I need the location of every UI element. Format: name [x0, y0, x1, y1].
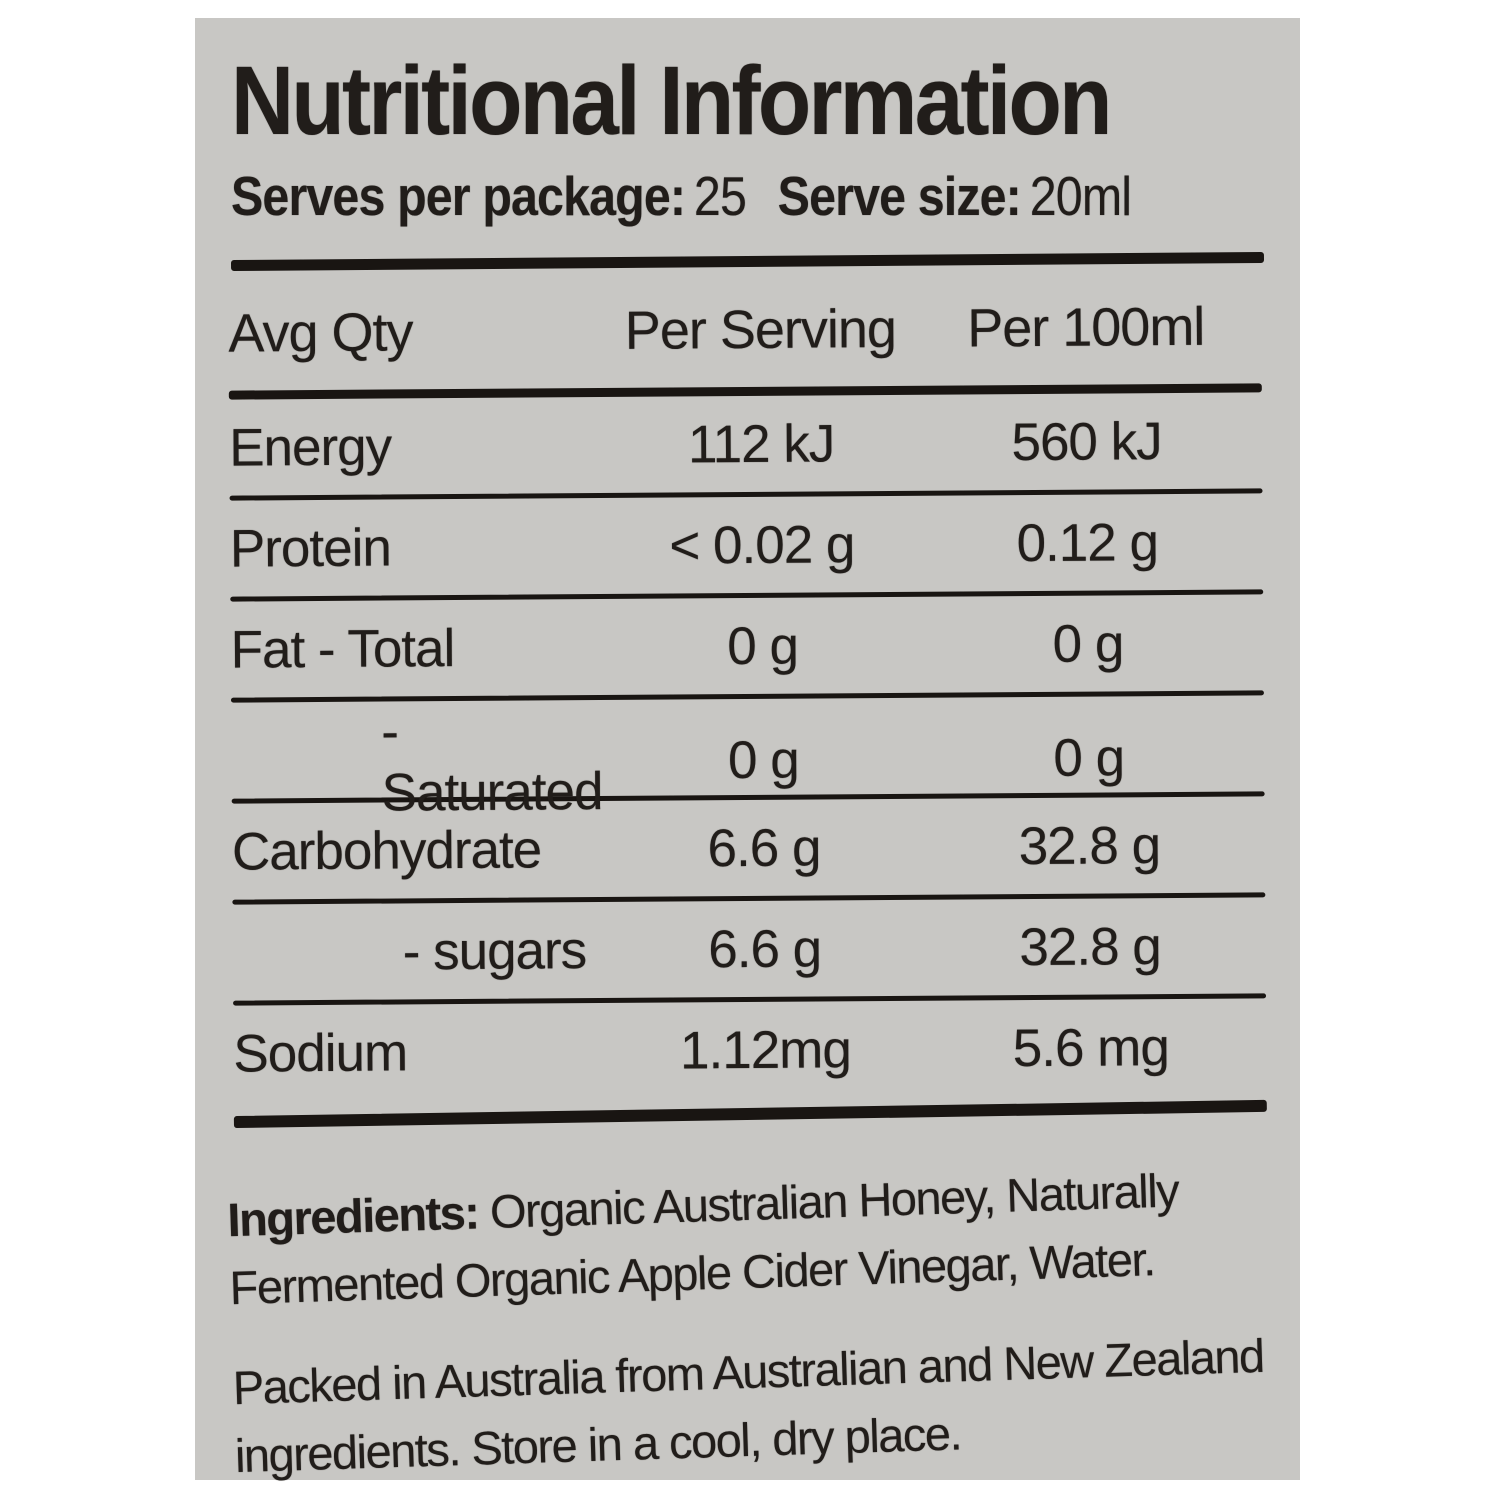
- table-header-row: Avg Qty Per Serving Per 100ml: [228, 284, 1262, 377]
- serves-per-package-label: Serves per package:: [231, 164, 686, 227]
- per-serving-value: 0 g: [727, 616, 799, 676]
- storage-paragraph: Packed in Australia from Australian and …: [231, 1329, 1265, 1483]
- per-100ml-value: 0 g: [1053, 728, 1125, 788]
- nutrient-name: Sodium: [233, 1023, 408, 1084]
- per-serving-value: 0 g: [727, 730, 799, 790]
- serve-size-label: Serve size:: [777, 164, 1022, 227]
- table-row-fat-saturated: - Saturated 0 g 0 g: [231, 696, 1265, 823]
- nutrition-table: Avg Qty Per Serving Per 100ml Energy 112…: [228, 284, 1267, 1129]
- nutrient-name: Carbohydrate: [231, 820, 542, 882]
- serve-size-value: 20ml: [1029, 164, 1132, 227]
- serving-info: Serves per package: 25 Serve size: 20ml: [231, 161, 1140, 233]
- per-serving-value: 112 kJ: [687, 414, 835, 475]
- ingredients-paragraph: Ingredients: Organic Australian Honey, N…: [226, 1154, 1263, 1323]
- per-serving-value: 6.6 g: [707, 818, 821, 878]
- per-100ml-value: 32.8 g: [1019, 916, 1161, 977]
- divider-top: [230, 252, 1265, 272]
- per-100ml-value: 5.6 mg: [1012, 1017, 1170, 1078]
- nutrient-name: Energy: [228, 417, 392, 478]
- nutrient-name: Fat - Total: [230, 618, 455, 680]
- nutrient-name: Protein: [229, 518, 392, 579]
- nutrient-name: - sugars: [402, 920, 587, 982]
- table-row-sodium: Sodium 1.12mg 5.6 mg: [233, 999, 1267, 1102]
- page-title: Nutritional Information: [231, 46, 1112, 155]
- nutrition-label: Nutritional Information Serves per packa…: [195, 18, 1300, 1483]
- per-100ml-value: 560 kJ: [1011, 411, 1162, 472]
- per-100ml-value: 32.8 g: [1018, 815, 1161, 876]
- table-row-protein: Protein < 0.02 g 0.12 g: [230, 494, 1264, 597]
- per-serving-value: 6.6 g: [708, 919, 822, 979]
- serves-per-package-value: 25: [693, 164, 747, 227]
- ingredients-label: Ingredients:: [226, 1185, 480, 1247]
- divider-bottom: [233, 1100, 1267, 1129]
- table-row-sugars: - sugars 6.6 g 32.8 g: [232, 898, 1266, 1001]
- table-row-fat-total: Fat - Total 0 g 0 g: [230, 595, 1264, 698]
- label-footnotes: Ingredients: Organic Australian Honey, N…: [226, 1154, 1268, 1491]
- per-100ml-value: 0 g: [1052, 614, 1124, 674]
- column-header-avg-qty: Avg Qty: [228, 302, 413, 364]
- per-100ml-value: 0.12 g: [1016, 512, 1159, 573]
- per-serving-value: 1.12mg: [679, 1019, 851, 1081]
- per-serving-value: < 0.02 g: [669, 514, 855, 576]
- nutrient-name: - Saturated: [380, 702, 603, 823]
- table-row-energy: Energy 112 kJ 560 kJ: [229, 393, 1263, 496]
- column-header-per-serving: Per Serving: [624, 299, 897, 362]
- column-header-per-100ml: Per 100ml: [966, 296, 1205, 359]
